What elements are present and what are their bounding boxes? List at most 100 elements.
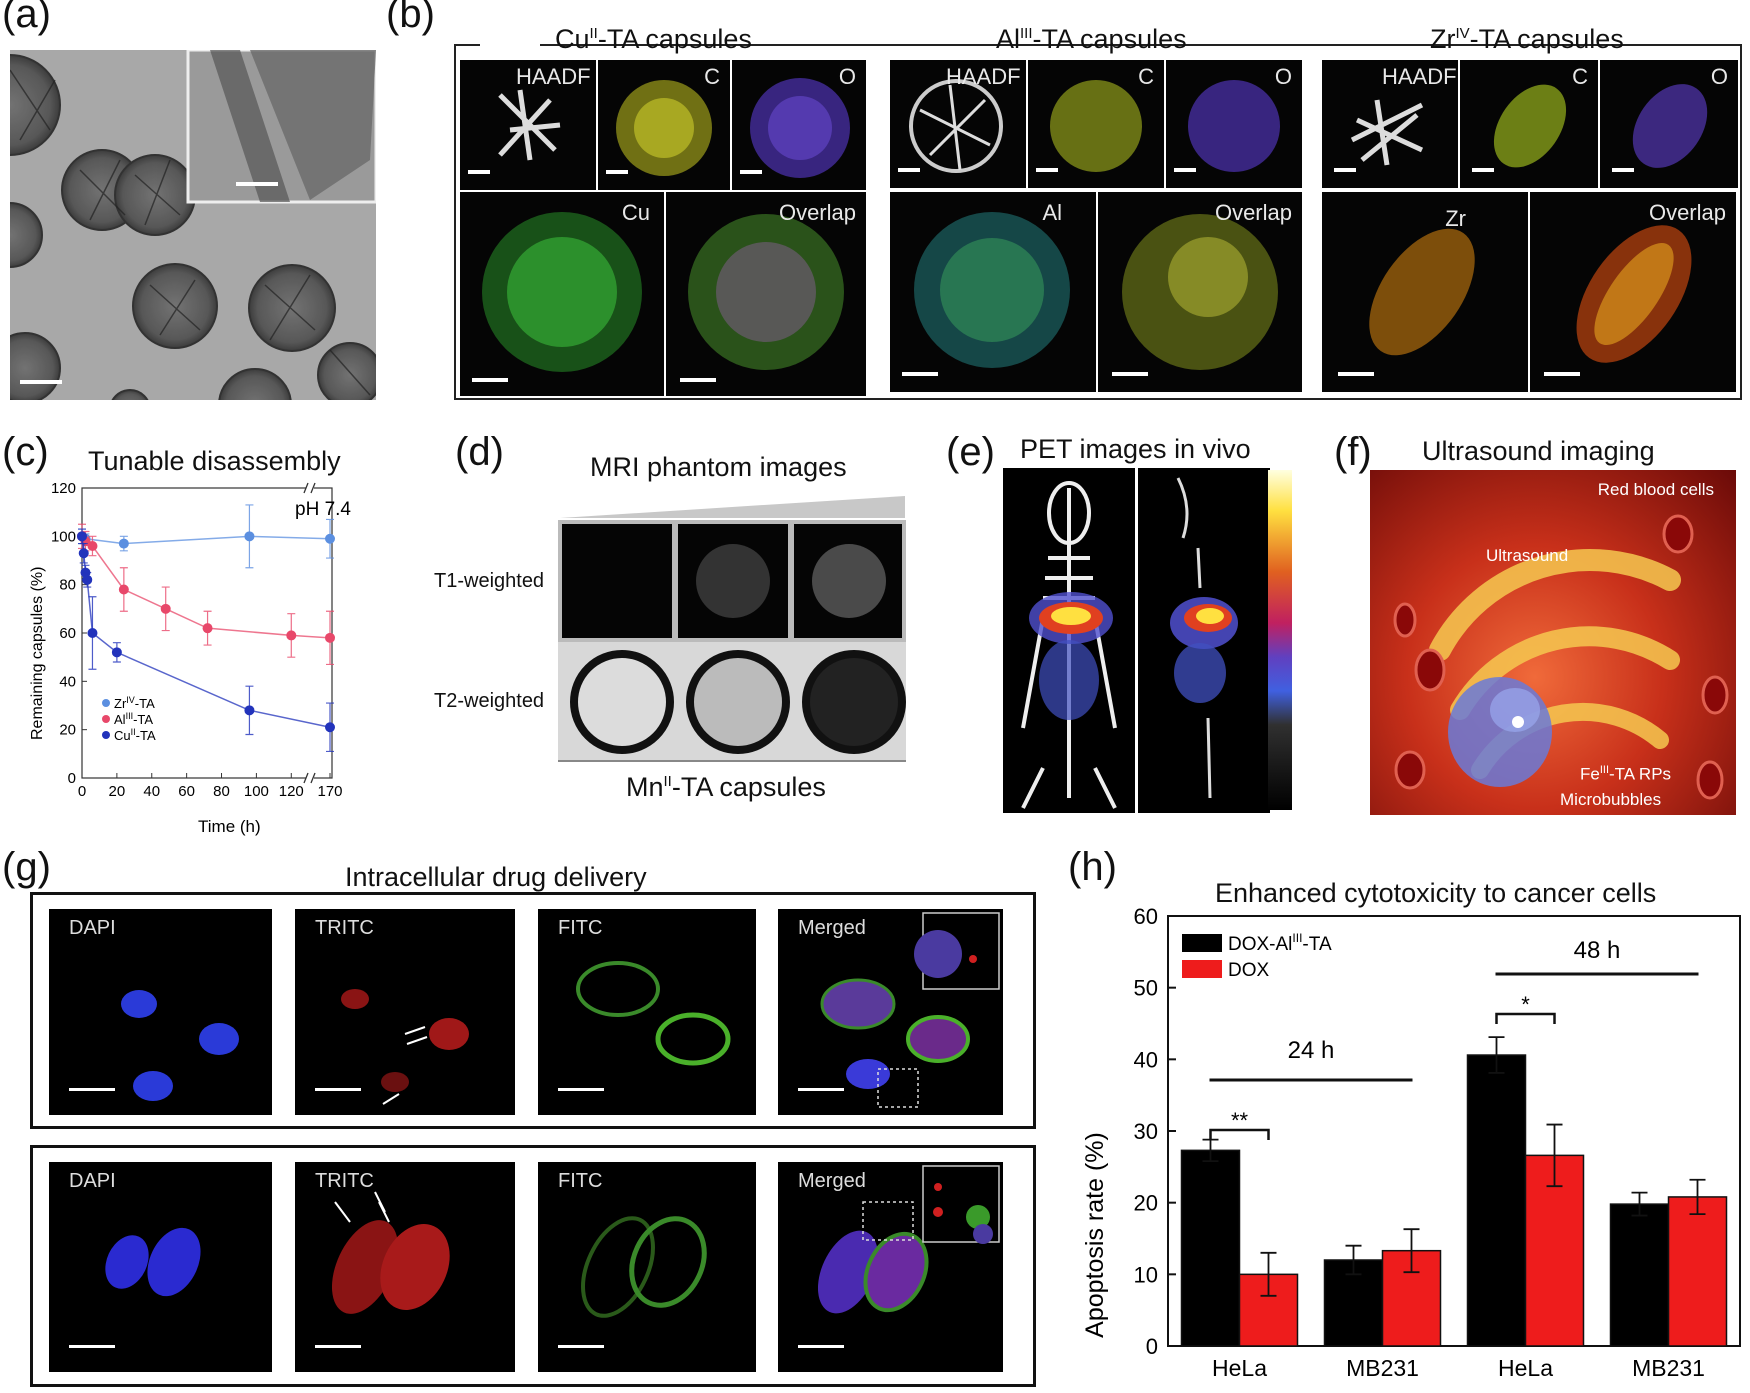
tem-image [10, 50, 376, 400]
label-microbubbles: Microbubbles [1560, 790, 1662, 809]
chart-c-point [118, 584, 129, 595]
group-title-al: AlIII-TA capsules [996, 24, 1187, 54]
chart-c-ytick-label: 80 [59, 577, 76, 594]
chart-c-line-1 [81, 535, 331, 639]
chart-c-point [160, 603, 171, 614]
chart-c-axis-break-mark [303, 482, 316, 494]
tile-al-overlap: Overlap [1098, 192, 1302, 392]
ultrasound-illustration: Red blood cells Ultrasound FeIII-TA RPs … [1370, 470, 1736, 815]
chart-c-point [325, 632, 335, 643]
chart-h-legend: DOX-AlIII-TA DOX [1182, 931, 1332, 981]
tile-al-element: Al [890, 192, 1096, 392]
chart-c-point [244, 531, 255, 542]
chart-c-legend-marker [102, 731, 110, 739]
chart-c: 0 20 40 60 80 100 120 0 20 40 60 80 100 120 170 pH 7.4… [30, 480, 351, 836]
chart-c-ytick-label: 120 [51, 480, 76, 497]
chart-h-label-24h: 24 h [1288, 1037, 1335, 1064]
chart-c-point [286, 630, 297, 641]
chart-c-axis-break [306, 482, 314, 494]
chart-h-ytick-label: 40 [1134, 1047, 1158, 1072]
chart-h: 0 10 20 30 40 50 60 HeLa MB231 HeLa MB231 DOX-AlII… [1081, 904, 1741, 1381]
chart-h-sig-48h: * [1521, 992, 1530, 1017]
chart-c-point [77, 531, 87, 542]
group-title-cu: CuII-TA capsules [555, 24, 752, 54]
chart-h-bar [1609, 1203, 1670, 1347]
chart-h-legend-label: DOX-AlIII-TA [1228, 931, 1332, 955]
cell-tritc-1: TRITC [295, 909, 515, 1115]
title-rule [480, 44, 540, 46]
chart-c-xtick-label: 120 [279, 783, 304, 800]
concentration-wedge [560, 496, 905, 518]
chart-h-errorbar [1631, 1191, 1648, 1217]
chart-c-annotation: pH 7.4 [295, 499, 351, 520]
tile-zr-overlap: Overlap [1530, 192, 1736, 392]
chart-c-xtick-label: 40 [143, 783, 160, 800]
chart-h-ylabel: Apoptosis rate (%) [1081, 1132, 1109, 1338]
mri-caption: MnII-TA capsules [626, 772, 826, 802]
chart-h-errorbar [1546, 1123, 1563, 1188]
chart-c-xtick-label: 0 [78, 783, 86, 800]
mri-row-t1-label: T1-weighted [434, 570, 545, 592]
chart-c-ytick-label: 0 [68, 770, 76, 787]
chart-c-xlabel: Time (h) [198, 817, 261, 836]
cell-dapi-2: DAPI [49, 1162, 272, 1372]
chart-c-point [325, 722, 335, 733]
chart-c-ytick-label: 60 [59, 625, 76, 642]
confocal-title: Intracellular drug delivery [345, 862, 647, 892]
chart-c-xtick-label: 20 [109, 783, 126, 800]
chart-h-ytick-label: 0 [1146, 1334, 1158, 1359]
chart-c-ytick-label: 40 [59, 673, 76, 690]
panel-label-g: (g) [2, 845, 51, 889]
tile-cu-overlap: Overlap [666, 192, 866, 396]
tile-zr-c: C [1460, 60, 1598, 188]
pet-image-left [1003, 468, 1135, 813]
tile-al-c: C [1028, 60, 1164, 188]
chart-h-annotations: 24 h48 h*** [1209, 937, 1699, 1140]
chart-h-errorbar [1345, 1244, 1362, 1276]
panel-label-h: (h) [1068, 845, 1117, 889]
chart-h-ytick-label: 60 [1134, 904, 1158, 929]
chart-c-point [202, 623, 213, 634]
panel-label-f: (f) [1334, 430, 1372, 474]
label-ultrasound: Ultrasound [1486, 546, 1569, 565]
cell-fitc-2: FITC [538, 1162, 756, 1372]
panel-label-a: (a) [2, 0, 51, 36]
chart-c-point [87, 628, 98, 638]
chart-h-label-48h: 48 h [1574, 937, 1621, 964]
tem-capsules [10, 50, 376, 400]
chart-c-xtick-label: 60 [178, 783, 195, 800]
chart-h-bar [1667, 1196, 1728, 1347]
chart-c-axis-break-mark [303, 772, 316, 784]
panel-label-d: (d) [455, 430, 504, 474]
pet-title: PET images in vivo [1020, 434, 1251, 464]
chart-h-errorbar [1689, 1178, 1706, 1216]
chart-c-point [244, 705, 255, 716]
ultrasound-title: Ultrasound imaging [1422, 436, 1655, 466]
panel-label-e: (e) [946, 430, 995, 474]
chart-c-point [111, 647, 122, 658]
tile-cu-o: O [732, 60, 866, 190]
chart-h-bar [1180, 1149, 1241, 1347]
group-title-zr: ZrIV-TA capsules [1430, 24, 1624, 54]
chart-c-point [78, 548, 89, 559]
chart-c-legend-label: AlIII-TA [114, 711, 153, 727]
chart-h-title: Enhanced cytotoxicity to cancer cells [1215, 878, 1657, 908]
panel-label-c: (c) [2, 430, 49, 474]
chart-h-ytick-label: 50 [1134, 976, 1158, 1001]
pet-image-right [1138, 468, 1270, 813]
cell-merged-1: Merged [778, 909, 1003, 1115]
chart-c-legend-marker [102, 699, 110, 707]
chart-c-legend-marker [102, 715, 110, 723]
chart-h-category-label: HeLa [1498, 1355, 1553, 1381]
cell-merged-2: Merged [778, 1162, 1003, 1372]
label-rps: FeIII-TA RPs [1580, 764, 1672, 784]
chart-h-category-label: MB231 [1346, 1355, 1419, 1381]
tile-cu-c: C [598, 60, 730, 190]
tile-zr-haadf: HAADF [1322, 60, 1458, 188]
chart-c-point [82, 574, 93, 585]
chart-h-ytick-label: 30 [1134, 1119, 1158, 1144]
chart-h-errorbar [1488, 1036, 1505, 1074]
mri-t2-grid [558, 642, 906, 760]
chart-c-ytick-label: 20 [59, 722, 76, 739]
chart-h-sig-bracket-24h [1209, 1128, 1270, 1140]
